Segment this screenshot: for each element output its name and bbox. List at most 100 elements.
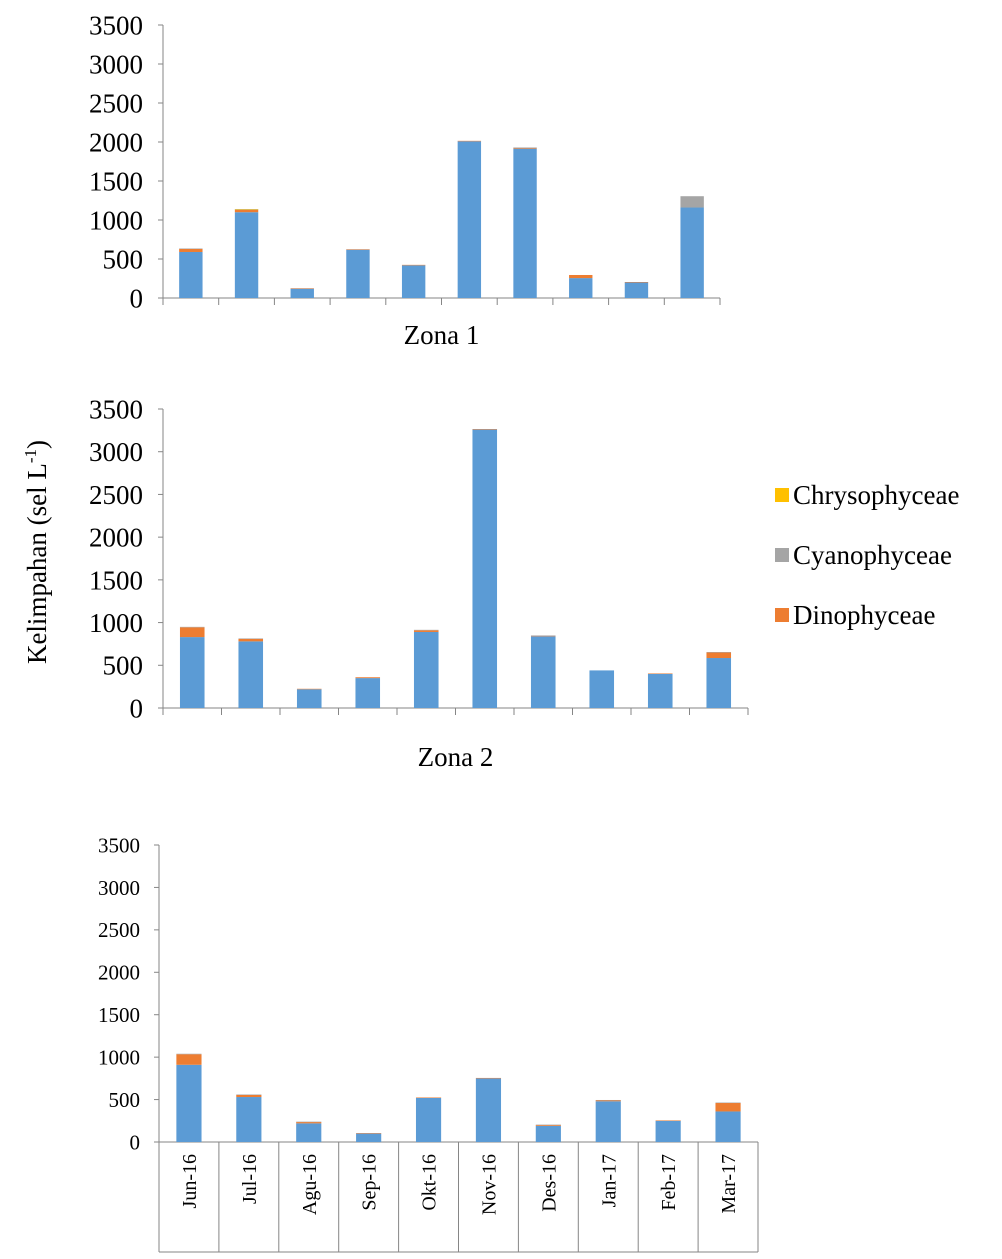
y-tick-label: 1000 (89, 205, 143, 235)
bar-dinophyceae-des-16 (535, 1125, 561, 1126)
y-axis-title: Kelimpahan (sel L-1) (21, 440, 52, 664)
x-axis-title: Zona 1 (404, 320, 480, 350)
legend-label: Dinophyceae (793, 600, 936, 630)
bar-base-des-16 (535, 1125, 561, 1142)
bar-cyanophyceae-jul-16 (238, 638, 264, 639)
bar-dinophyceae-jun-16 (176, 1054, 202, 1065)
bar-base-jan-17 (595, 1101, 621, 1142)
x-category-label: Jun-16 (179, 1154, 201, 1208)
bar-cyanophyceae-jan-17 (595, 1099, 621, 1101)
y-tick-label: 1500 (89, 166, 143, 196)
x-category-label: Feb-17 (658, 1154, 680, 1211)
bar-cyanophyceae-jun-16 (179, 248, 203, 249)
x-category-label: Nov-16 (478, 1154, 500, 1215)
x-category-label: Jan-17 (598, 1154, 620, 1207)
bar-dinophyceae-jul-16 (234, 209, 259, 213)
y-tick-label: 2000 (89, 127, 143, 157)
bar-base-jun-16 (176, 1064, 202, 1142)
bar-dinophyceae-feb-17 (647, 673, 673, 674)
y-tick-label: 2000 (89, 523, 143, 553)
legend-item-dinophyceae: Dinophyceae (775, 600, 935, 630)
y-tick-label: 3500 (98, 833, 140, 857)
legend-item-cyanophyceae: Cyanophyceae (775, 540, 952, 570)
bar-base-sep-16 (346, 249, 370, 298)
bar-cyanophyceae-agu-16 (296, 1121, 322, 1123)
bar-dinophyceae-des-16 (513, 147, 537, 149)
y-tick-label: 3500 (89, 394, 143, 424)
bar-cyanophyceae-jul-16 (234, 209, 259, 210)
y-tick-label: 2500 (98, 918, 140, 942)
bar-dinophyceae-agu-16 (296, 1122, 322, 1124)
bar-dinophyceae-jul-16 (238, 638, 264, 642)
x-axis-title: Zona 2 (418, 742, 494, 772)
bar-dinophyceae-sep-16 (356, 1133, 382, 1134)
y-tick-label: 3500 (89, 10, 143, 40)
y-tick-label: 2500 (89, 480, 143, 510)
x-category-label: Sep-16 (359, 1154, 381, 1211)
y-tick-label: 0 (130, 283, 144, 313)
y-tick-label: 0 (130, 1130, 141, 1154)
legend-swatch-dinophyceae (775, 608, 789, 622)
bar-base-des-16 (530, 636, 556, 708)
bar-base-des-16 (513, 148, 537, 298)
chart-zona-2: 0 500 1000 1500 2000 2500 3000 3500 Zona 2 (89, 394, 749, 772)
y-tick-label: 0 (130, 693, 144, 723)
bar-base-jun-16 (179, 637, 205, 708)
bar-base-agu-16 (296, 689, 322, 708)
bar-dinophyceae-feb-17 (655, 1120, 681, 1121)
bar-cyanophyceae-mar-17 (706, 652, 732, 653)
bar-base-jan-17 (589, 670, 615, 708)
bar-base-mar-17 (706, 658, 732, 708)
bar-base-feb-17 (655, 1120, 681, 1142)
bar-cyanophyceae-des-16 (530, 635, 556, 636)
bar-base-jul-16 (234, 212, 259, 298)
x-category-label: Jul-16 (239, 1154, 261, 1204)
bar-dinophyceae-agu-16 (290, 288, 314, 289)
bar-dinophyceae-des-16 (530, 635, 556, 637)
bar-dinophyceae-feb-17 (624, 282, 649, 283)
bar-base-okt-16 (401, 265, 426, 298)
y-tick-label: 500 (103, 244, 144, 274)
y-tick-label: 3000 (98, 876, 140, 900)
bar-dinophyceae-sep-16 (355, 677, 381, 679)
bar-base-mar-17 (715, 1111, 741, 1142)
legend-label: Chrysophyceae (793, 480, 960, 510)
bar-cyanophyceae-okt-16 (413, 629, 439, 631)
bar-dinophyceae-okt-16 (413, 630, 439, 632)
legend-swatch-chrysophyceae (775, 488, 789, 502)
bar-cyanophyceae-des-16 (513, 147, 537, 148)
bar-dinophyceae-jul-16 (236, 1094, 262, 1098)
bar-dinophyceae-mar-17 (715, 1102, 741, 1112)
chart-zona-1: 0 500 1000 1500 2000 2500 3000 3500 Zona 1 (89, 10, 721, 350)
y-tick-label: 3000 (89, 437, 143, 467)
bar-dinophyceae-mar-17 (706, 652, 732, 659)
x-category-label: Mar-17 (718, 1154, 740, 1214)
x-category-label: Agu-16 (299, 1154, 321, 1215)
bar-dinophyceae-okt-16 (415, 1097, 442, 1098)
y-tick-label: 1000 (89, 608, 143, 638)
bar-base-sep-16 (355, 678, 381, 708)
bar-cyanophyceae-des-16 (535, 1124, 561, 1126)
bar-base-jul-16 (236, 1097, 262, 1142)
bar-cyanophyceae-mar-17 (680, 196, 704, 208)
bar-base-nov-16 (457, 141, 482, 298)
bar-base-mar-17 (680, 207, 704, 298)
bar-cyanophyceae-jun-16 (179, 626, 205, 628)
bar-dinophyceae-nov-16 (475, 1077, 502, 1079)
bar-dinophyceae-nov-16 (472, 429, 498, 430)
bar-dinophyceae-nov-16 (457, 140, 482, 142)
x-category-label: Okt-16 (419, 1154, 441, 1211)
bar-base-jan-17 (569, 278, 593, 298)
chart-zona-3: 0 500 1000 1500 2000 2500 3000 3500 Jun-16 Jul-16… (98, 833, 759, 1253)
bar-dinophyceae-okt-16 (401, 264, 426, 266)
bar-base-okt-16 (415, 1097, 442, 1142)
y-tick-label: 3000 (89, 49, 143, 79)
bar-base-jun-16 (179, 251, 203, 298)
bar-dinophyceae-sep-16 (346, 249, 370, 250)
bar-base-feb-17 (647, 673, 673, 708)
legend-item-chrysophyceae: Chrysophyceae (775, 480, 959, 510)
bar-base-feb-17 (624, 282, 649, 298)
bar-chrysophyceae-jul-16 (234, 209, 259, 210)
y-tick-label: 1500 (98, 1003, 140, 1027)
